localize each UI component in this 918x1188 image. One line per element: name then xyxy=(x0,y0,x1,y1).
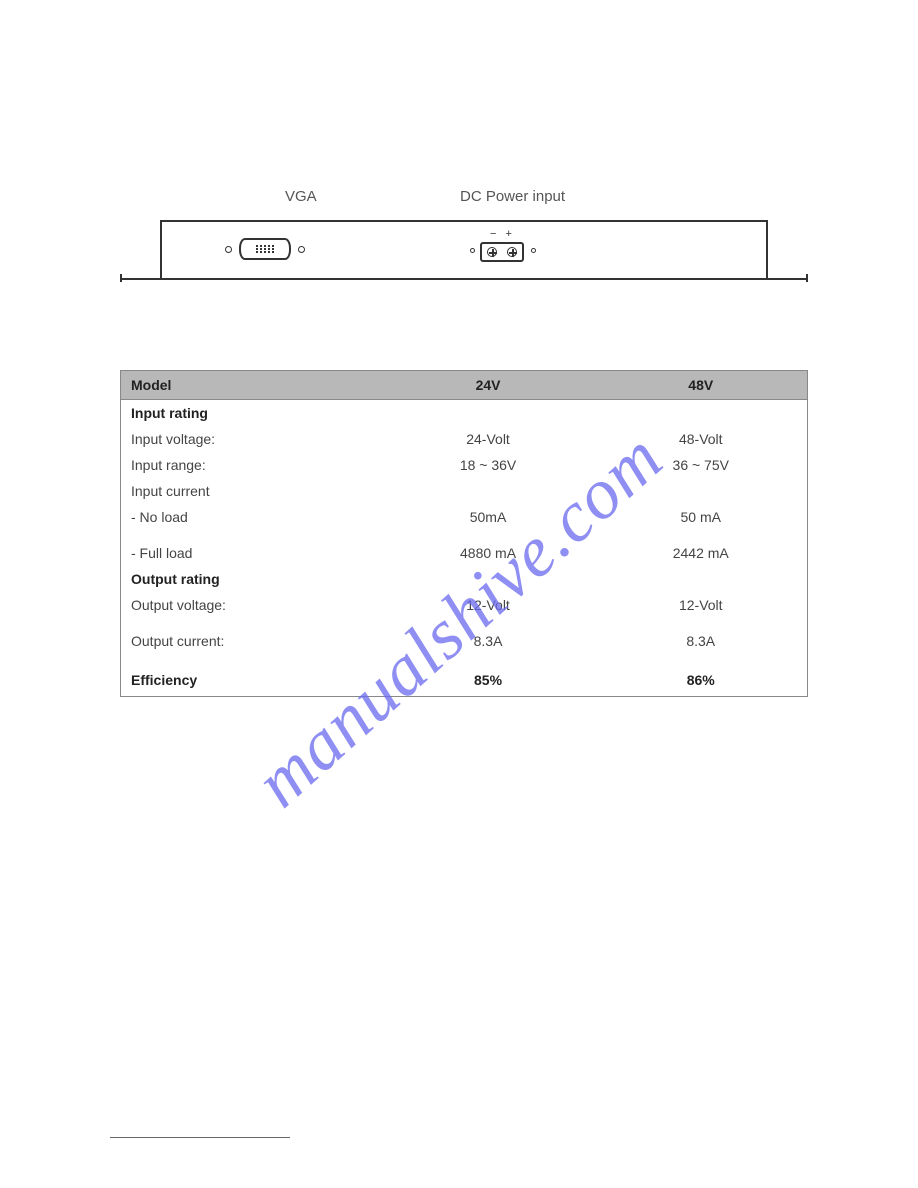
row-value: 8.3A xyxy=(595,628,808,654)
table-row: Output current: 8.3A 8.3A xyxy=(121,628,808,654)
row-value: 2442 mA xyxy=(595,540,808,566)
row-value: 12-Volt xyxy=(382,592,595,618)
table-header-row: Model 24V 48V xyxy=(121,371,808,400)
row-value: 50 mA xyxy=(595,504,808,530)
row-value: 8.3A xyxy=(382,628,595,654)
spec-table: Model 24V 48V Input rating Input voltage… xyxy=(120,370,808,697)
table-row: - No load 50mA 50 mA xyxy=(121,504,808,530)
row-value: 4880 mA xyxy=(382,540,595,566)
efficiency-row: Efficiency 85% 86% xyxy=(121,664,808,697)
table-row: Output voltage: 12-Volt 12-Volt xyxy=(121,592,808,618)
polarity-label: − + xyxy=(490,228,515,240)
row-label: Input voltage: xyxy=(121,426,382,452)
row-value: 85% xyxy=(382,664,595,697)
table-row: Input voltage: 24-Volt 48-Volt xyxy=(121,426,808,452)
rear-panel-diagram: VGA DC Power input − + xyxy=(120,180,808,310)
output-rating-heading: Output rating xyxy=(121,566,808,592)
row-value xyxy=(382,478,595,504)
dc-power-label: DC Power input xyxy=(460,188,565,205)
row-value: 12-Volt xyxy=(595,592,808,618)
dc-power-connector-icon: − + xyxy=(468,230,538,268)
row-label: Efficiency xyxy=(121,664,382,697)
header-model: Model xyxy=(121,371,382,400)
row-value: 50mA xyxy=(382,504,595,530)
row-label: Input current xyxy=(121,478,382,504)
row-label: Input range: xyxy=(121,452,382,478)
table-row: Input range: 18 ~ 36V 36 ~ 75V xyxy=(121,452,808,478)
panel-base-end xyxy=(120,274,122,282)
row-value: 86% xyxy=(595,664,808,697)
row-value: 24-Volt xyxy=(382,426,595,452)
row-label: - No load xyxy=(121,504,382,530)
row-label: - Full load xyxy=(121,540,382,566)
header-24v: 24V xyxy=(382,371,595,400)
input-rating-heading: Input rating xyxy=(121,400,808,427)
row-value: 48-Volt xyxy=(595,426,808,452)
manual-page: VGA DC Power input − + Mo xyxy=(0,0,918,697)
section-title: Output rating xyxy=(121,566,382,592)
row-value xyxy=(595,478,808,504)
row-label: Output current: xyxy=(121,628,382,654)
header-48v: 48V xyxy=(595,371,808,400)
table-row: - Full load 4880 mA 2442 mA xyxy=(121,540,808,566)
vga-connector-icon xyxy=(235,236,295,264)
row-value: 36 ~ 75V xyxy=(595,452,808,478)
vga-label: VGA xyxy=(285,188,317,205)
row-label: Output voltage: xyxy=(121,592,382,618)
section-title: Input rating xyxy=(121,400,382,427)
panel-base xyxy=(120,278,808,282)
panel-base-end xyxy=(806,274,808,282)
table-row: Input current xyxy=(121,478,808,504)
footer-rule xyxy=(110,1137,290,1138)
row-value: 18 ~ 36V xyxy=(382,452,595,478)
